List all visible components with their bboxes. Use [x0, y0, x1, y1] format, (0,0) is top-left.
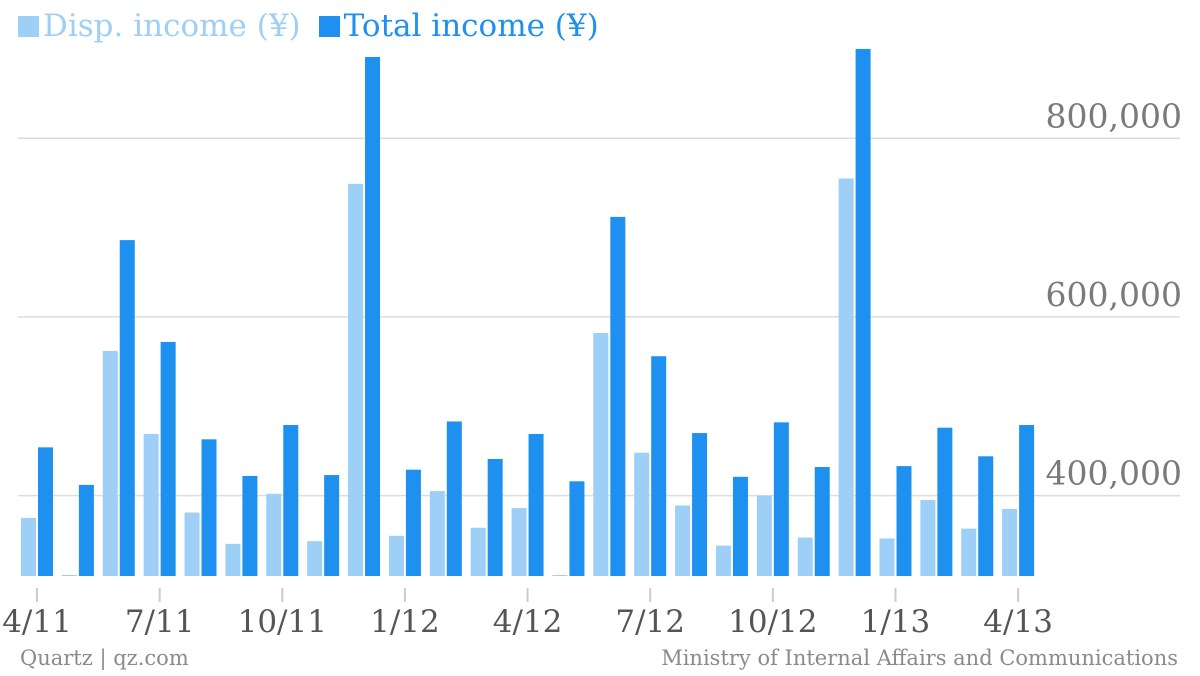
- bar-disposable-income: [266, 493, 282, 576]
- x-tick-label: 7/12: [615, 604, 685, 640]
- bar-disposable-income: [143, 433, 159, 576]
- footer-credit: Quartz | qz.com: [20, 646, 189, 670]
- legend-label-disposable-income: Disp. income (¥): [43, 8, 301, 44]
- x-tick-label: 4/11: [2, 604, 72, 640]
- bar-total-income: [119, 240, 135, 576]
- bar-disposable-income: [470, 527, 486, 576]
- bar-total-income: [692, 433, 708, 576]
- legend-item-disposable-income: Disp. income (¥): [18, 8, 301, 44]
- chart-legend: Disp. income (¥) Total income (¥): [18, 4, 599, 48]
- x-tick-label: 4/13: [983, 604, 1053, 640]
- bar-total-income: [978, 456, 994, 576]
- y-tick-label: 800,000: [1046, 96, 1182, 135]
- x-tick-label: 10/12: [728, 604, 817, 640]
- bar-disposable-income: [797, 537, 813, 576]
- bar-total-income: [487, 458, 503, 576]
- bar-total-income: [569, 481, 585, 576]
- bar-total-income: [651, 356, 667, 576]
- bar-total-income: [1019, 425, 1035, 576]
- y-tick-label: 400,000: [1046, 454, 1182, 493]
- bar-disposable-income: [21, 517, 36, 576]
- bar-total-income: [201, 439, 217, 576]
- y-tick-label: 600,000: [1046, 275, 1182, 314]
- bar-disposable-income: [1002, 509, 1018, 576]
- bar-disposable-income: [675, 505, 691, 576]
- x-tick-label: 1/12: [370, 604, 440, 640]
- bar-total-income: [365, 56, 381, 577]
- bar-disposable-income: [715, 545, 731, 576]
- bar-disposable-income: [511, 508, 527, 576]
- bar-disposable-income: [184, 512, 200, 576]
- bar-total-income: [283, 425, 299, 576]
- bar-total-income: [528, 433, 544, 576]
- bar-disposable-income: [920, 500, 936, 576]
- bar-total-income: [732, 476, 748, 576]
- bar-total-income: [855, 48, 871, 576]
- x-tick-label: 1/13: [861, 604, 931, 640]
- bar-disposable-income: [429, 491, 445, 576]
- bar-total-income: [242, 475, 258, 576]
- x-tick-label: 10/11: [238, 604, 327, 640]
- bar-total-income: [405, 469, 421, 576]
- bar-total-income: [324, 475, 340, 576]
- bar-disposable-income: [225, 543, 241, 576]
- bar-disposable-income: [307, 541, 323, 576]
- bar-total-income: [160, 341, 176, 576]
- legend-swatch-total-income: [318, 15, 340, 37]
- bar-total-income: [610, 216, 626, 576]
- bar-total-income: [814, 467, 830, 576]
- legend-swatch-disposable-income: [18, 15, 39, 37]
- bar-disposable-income: [102, 350, 118, 576]
- bar-disposable-income: [593, 333, 609, 576]
- bar-disposable-income: [552, 575, 568, 576]
- bar-disposable-income: [634, 452, 650, 576]
- x-tick-label: 7/11: [125, 604, 195, 640]
- bar-total-income: [38, 447, 53, 576]
- bar-total-income: [446, 421, 462, 576]
- bar-disposable-income: [388, 535, 404, 576]
- bar-total-income: [78, 484, 94, 576]
- bar-total-income: [937, 427, 953, 576]
- bar-disposable-income: [756, 495, 772, 576]
- bar-disposable-income: [838, 178, 854, 576]
- legend-label-total-income: Total income (¥): [343, 8, 599, 44]
- footer-source: Ministry of Internal Affairs and Communi…: [661, 646, 1178, 670]
- legend-item-total-income: Total income (¥): [318, 8, 599, 44]
- bar-total-income: [896, 466, 912, 576]
- x-tick-label: 4/12: [493, 604, 563, 640]
- bar-disposable-income: [879, 538, 895, 576]
- bar-disposable-income: [348, 183, 364, 576]
- bar-total-income: [773, 422, 789, 576]
- bar-disposable-income: [61, 575, 77, 576]
- bar-disposable-income: [961, 528, 977, 576]
